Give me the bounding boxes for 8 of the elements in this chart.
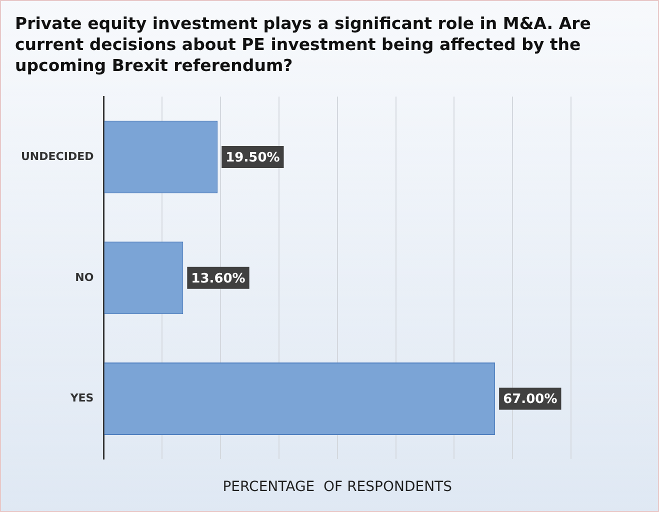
data-label: 19.50%: [226, 150, 280, 166]
x-axis-title: PERCENTAGE OF RESPONDENTS: [222, 479, 452, 496]
data-label: 67.00%: [503, 392, 558, 408]
data-label: 13.60%: [191, 271, 246, 286]
y-tick-label: NO: [75, 270, 94, 284]
chart-title: Private equity investment plays a significant role in M&A. Are current decisions about PE investment being affected by the upcoming Brexit referendum?: [14, 13, 592, 77]
y-tick-label: UNDECIDED: [20, 150, 94, 163]
y-tick-label: YES: [69, 392, 94, 405]
